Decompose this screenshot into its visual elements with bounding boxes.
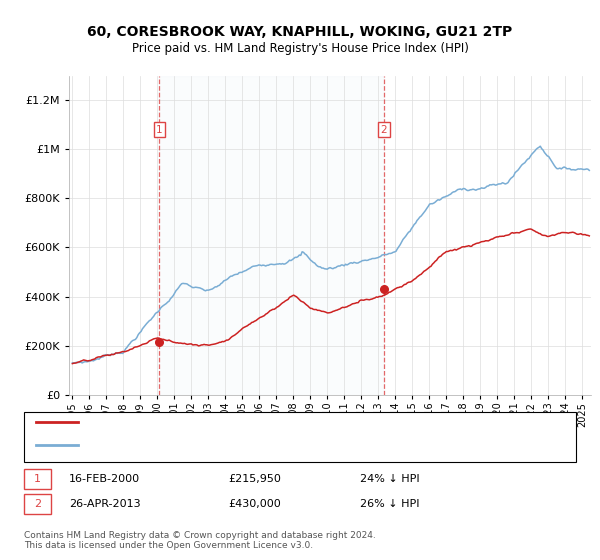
Text: 26% ↓ HPI: 26% ↓ HPI — [360, 499, 419, 509]
Text: 1: 1 — [156, 125, 163, 134]
Text: 2: 2 — [34, 499, 41, 509]
Bar — [160, 76, 384, 395]
Text: HPI: Average price, detached house, Woking: HPI: Average price, detached house, Woki… — [87, 440, 318, 450]
Text: Price paid vs. HM Land Registry's House Price Index (HPI): Price paid vs. HM Land Registry's House … — [131, 42, 469, 55]
Text: 24% ↓ HPI: 24% ↓ HPI — [360, 474, 419, 484]
Text: 2: 2 — [380, 125, 387, 134]
Text: Contains HM Land Registry data © Crown copyright and database right 2024.
This d: Contains HM Land Registry data © Crown c… — [24, 531, 376, 550]
Text: 1: 1 — [34, 474, 41, 484]
Text: 60, CORESBROOK WAY, KNAPHILL, WOKING, GU21 2TP: 60, CORESBROOK WAY, KNAPHILL, WOKING, GU… — [88, 25, 512, 39]
Text: 60, CORESBROOK WAY, KNAPHILL, WOKING, GU21 2TP (detached house): 60, CORESBROOK WAY, KNAPHILL, WOKING, GU… — [87, 417, 466, 427]
Text: £215,950: £215,950 — [228, 474, 281, 484]
Text: £430,000: £430,000 — [228, 499, 281, 509]
Text: 16-FEB-2000: 16-FEB-2000 — [69, 474, 140, 484]
Text: 26-APR-2013: 26-APR-2013 — [69, 499, 140, 509]
